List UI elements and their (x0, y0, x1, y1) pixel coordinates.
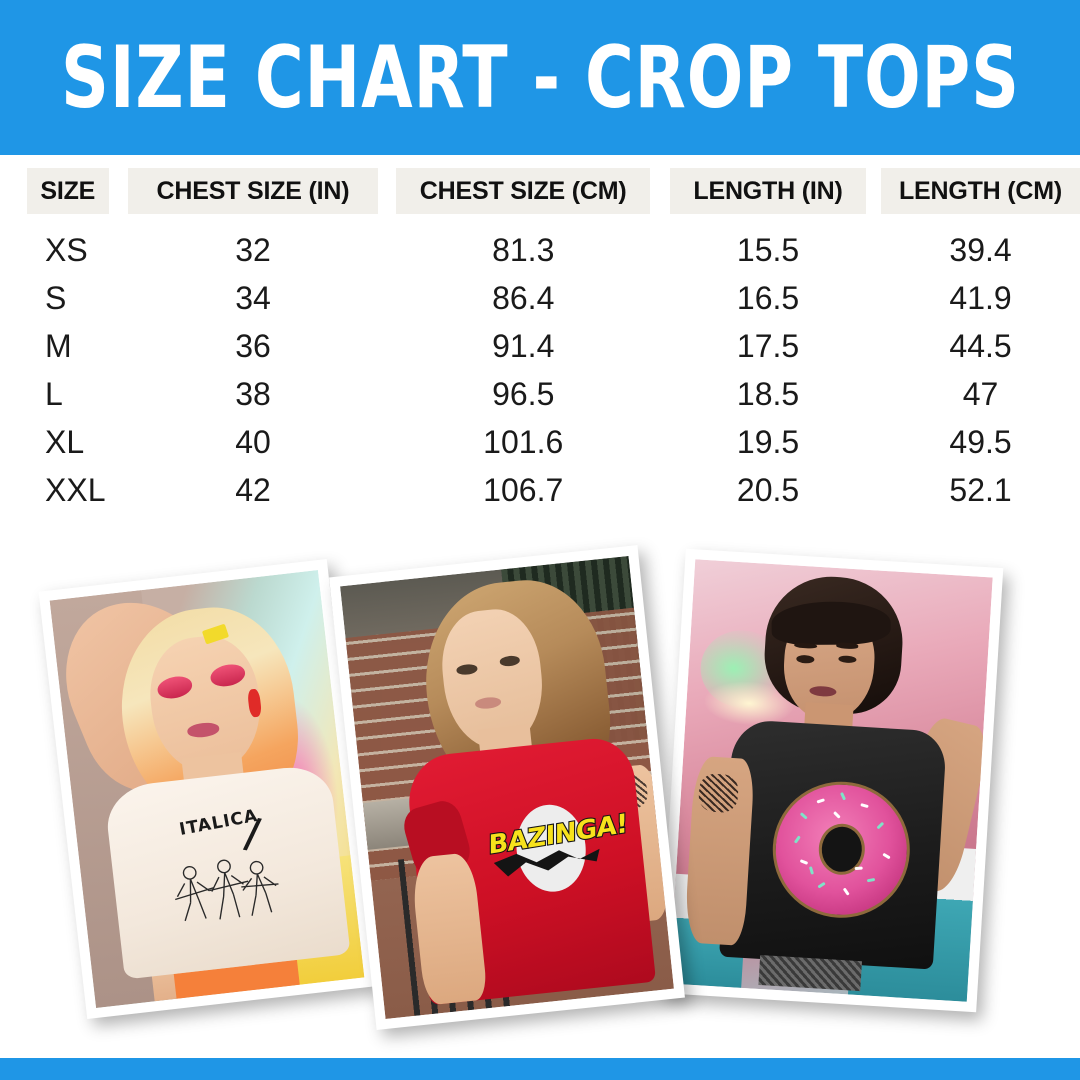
cell-length-cm: 52.1 (949, 471, 1012, 508)
cell-chest-cm: 91.4 (492, 327, 555, 364)
donut-sprinkle (854, 866, 863, 870)
cell-length-cm: 49.5 (949, 423, 1012, 460)
product-photo-italica: ITALICA (38, 558, 376, 1020)
cell-length-cm: 47 (962, 375, 999, 412)
cell-size: S (45, 279, 67, 316)
cell-size: L (45, 375, 63, 412)
cell-length-in: 15.5 (736, 231, 800, 268)
garment-print-donut (769, 777, 915, 922)
table-row: XXL 42 106.7 20.5 52.1 (0, 466, 1080, 514)
column-header-chest-cm: CHEST SIZE (CM) (396, 168, 650, 214)
model-bangs (771, 601, 892, 645)
cell-length-in: 18.5 (736, 375, 800, 412)
garment-print-lineart (175, 859, 279, 922)
column-header-length-cm: LENGTH (CM) (881, 168, 1080, 214)
cell-chest-cm: 81.3 (492, 231, 555, 268)
product-photo-bazinga: BAZINGA! (329, 545, 685, 1030)
column-header-length-in: LENGTH (IN) (670, 168, 866, 214)
model-tattoo (697, 772, 739, 814)
header-banner: SIZE CHART - CROP TOPS (0, 0, 1080, 155)
cell-chest-in: 34 (235, 279, 271, 316)
cell-size: XXL (45, 471, 106, 508)
cell-size: M (45, 327, 72, 364)
garment-print-logo: BAZINGA! (480, 798, 629, 898)
product-photo-strip: ITALICA (0, 545, 1080, 1048)
model-waistband (758, 955, 862, 991)
page-title: SIZE CHART - CROP TOPS (60, 27, 1020, 128)
cell-chest-cm: 101.6 (483, 423, 564, 460)
photo-image-donut (669, 559, 993, 1002)
cell-length-in: 19.5 (736, 423, 800, 460)
footer-banner (0, 1058, 1080, 1080)
cell-chest-cm: 96.5 (492, 375, 555, 412)
size-chart-table: SIZE CHEST SIZE (IN) CHEST SIZE (CM) LEN… (0, 168, 1080, 514)
cell-size: XL (45, 423, 85, 460)
cell-chest-cm: 106.7 (483, 471, 564, 508)
table-row: XL 40 101.6 19.5 49.5 (0, 418, 1080, 466)
cell-chest-in: 36 (235, 327, 271, 364)
table-row: XS 32 81.3 15.5 39.4 (0, 226, 1080, 274)
column-header-size: SIZE (27, 168, 109, 214)
photo-image-bazinga: BAZINGA! (340, 556, 674, 1019)
table-row: L 38 96.5 18.5 47 (0, 370, 1080, 418)
photo-image-italica: ITALICA (49, 570, 365, 1008)
cell-chest-in: 40 (235, 423, 271, 460)
cell-length-in: 20.5 (736, 471, 800, 508)
cell-length-in: 17.5 (736, 327, 800, 364)
cell-length-cm: 41.9 (949, 279, 1012, 316)
column-header-chest-in: CHEST SIZE (IN) (127, 168, 379, 214)
table-row: S 34 86.4 16.5 41.9 (0, 274, 1080, 322)
table-header-row: SIZE CHEST SIZE (IN) CHEST SIZE (CM) LEN… (0, 168, 1080, 214)
table-body: XS 32 81.3 15.5 39.4 S 34 86.4 16.5 41.9… (0, 226, 1080, 514)
cell-length-cm: 39.4 (949, 231, 1012, 268)
cell-length-cm: 44.5 (949, 327, 1012, 364)
cell-chest-in: 42 (235, 471, 271, 508)
cell-chest-cm: 86.4 (492, 279, 555, 316)
cell-chest-in: 38 (235, 375, 271, 412)
product-photo-donut (658, 548, 1004, 1013)
cell-chest-in: 32 (235, 231, 271, 268)
table-row: M 36 91.4 17.5 44.5 (0, 322, 1080, 370)
cell-length-in: 16.5 (736, 279, 800, 316)
cell-size: XS (45, 231, 88, 268)
